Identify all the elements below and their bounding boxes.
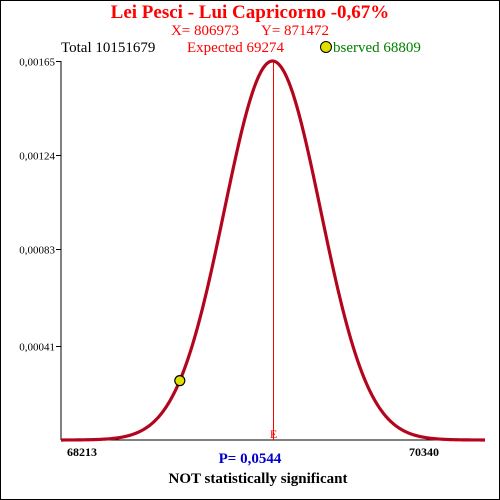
significance-text: NOT statistically significant <box>168 471 348 487</box>
observed-legend: bserved 68809 <box>320 40 421 57</box>
y-value: Y= 871472 <box>261 23 330 39</box>
y-tick-label: 0,00165 <box>19 57 55 69</box>
y-tick-label: 0,00041 <box>19 342 55 354</box>
observed-legend-marker <box>320 41 332 53</box>
x-tick-label: 70340 <box>409 445 439 459</box>
x-value: X= 806973 <box>170 23 239 39</box>
x-tick-label: 68213 <box>67 445 97 459</box>
expected-label: Expected 69274 <box>187 40 285 56</box>
distribution-curve-inner <box>60 60 486 441</box>
observed-marker <box>174 375 186 387</box>
expected-marker-label: E <box>270 427 277 441</box>
total-label: Total 10151679 <box>61 40 156 56</box>
p-value: P= 0,0544 <box>218 451 282 467</box>
y-tick-label: 0,00083 <box>19 245 55 257</box>
xy-values: X= 806973 Y= 871472 <box>1 23 499 40</box>
observed-label: bserved 68809 <box>333 40 421 56</box>
chart-title: Lei Pesci - Lui Capricorno -0,67% <box>110 2 390 23</box>
y-tick-label: 0,00124 <box>19 151 55 163</box>
